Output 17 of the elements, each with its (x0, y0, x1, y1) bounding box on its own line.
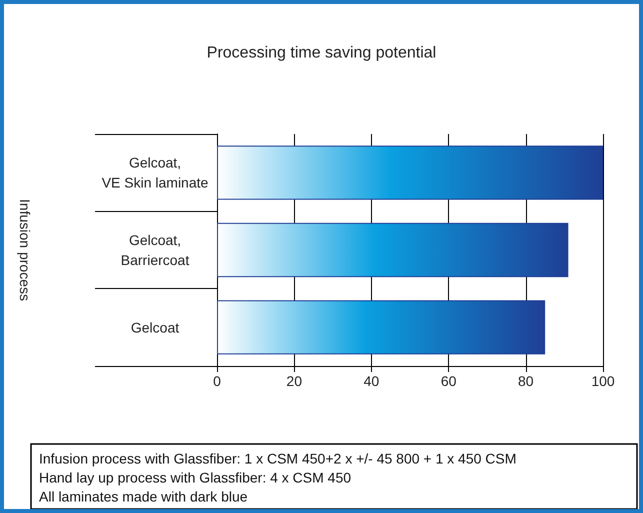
x-tick-label: 20 (286, 373, 302, 389)
x-tick-label: 0 (213, 373, 222, 389)
text: Hand lay up process with Glassfiber: 4 x CSM 450 (39, 470, 352, 486)
y-tick-label: Gelcoat, VE Skin laminate (102, 154, 209, 191)
chart-title: Processing time saving potential (206, 44, 436, 62)
x-tick-label: 40 (364, 373, 380, 389)
y-tick-label: Gelcoat, Barriercoat (120, 232, 190, 268)
x-tick-label: 80 (518, 373, 534, 389)
y-axis-title: Infusion process (17, 199, 33, 301)
text: Infusion process with Glassfiber: 1 x CSM 450+2 x +/- 45 800 + 1 x 450 CSM (39, 450, 516, 466)
x-tick-label: 60 (440, 373, 457, 389)
text: All laminates made with dark blue (39, 488, 248, 504)
x-tick-label: 100 (591, 373, 615, 389)
bar (217, 222, 568, 278)
bar (217, 146, 603, 200)
bar (217, 300, 546, 354)
y-tick-label: Gelcoat (130, 319, 180, 336)
